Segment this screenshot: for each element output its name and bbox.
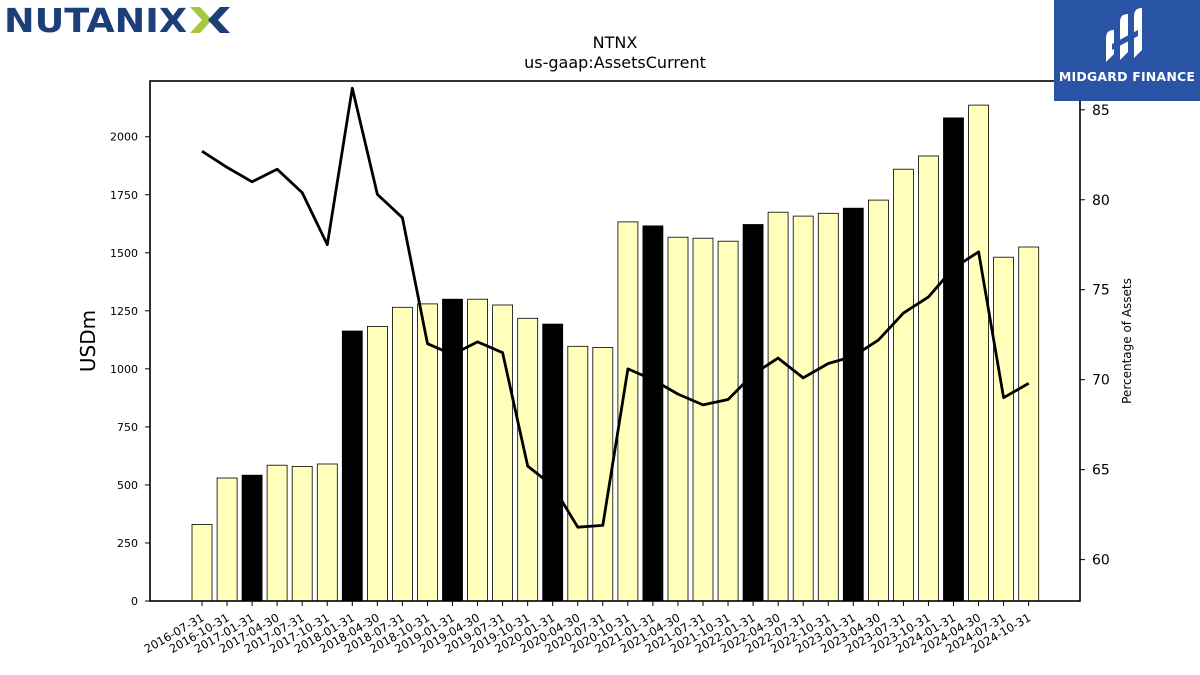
- bar-2021-01-31: [642, 225, 664, 602]
- x-axis-ticks: 2016-07-312016-10-312017-01-312017-04-30…: [142, 601, 1033, 656]
- y2-tick-label: 85: [1092, 103, 1110, 119]
- y-tick-label: 2000: [110, 131, 138, 144]
- y-tick-label: 750: [117, 421, 138, 434]
- y2-tick-label: 60: [1092, 553, 1110, 569]
- bar-2017-04-30: [266, 464, 288, 602]
- bar-2021-04-30: [667, 236, 689, 602]
- bar-2024-01-31: [943, 117, 964, 602]
- nutanix-x-icon: [190, 7, 230, 33]
- y2-tick-label: 80: [1092, 193, 1110, 209]
- y-tick-label: 1500: [110, 247, 138, 260]
- bar-2017-10-31: [316, 463, 338, 602]
- y2-tick-label: 65: [1092, 463, 1110, 479]
- nutanix-logo-text: NUTANIX: [4, 4, 187, 36]
- midgard-logo-text: MIDGARD FINANCE: [1058, 69, 1196, 84]
- bar-2017-01-31: [241, 474, 263, 602]
- bar-2018-10-31: [417, 303, 438, 602]
- y2-axis-label: Percentage of Assets: [1120, 278, 1134, 404]
- right-axis-ticks: 60 65 70 75 80 85: [1080, 103, 1110, 569]
- bar-2021-10-31: [717, 240, 739, 602]
- bar-2016-10-31: [216, 477, 238, 602]
- bar-2020-04-30: [567, 345, 589, 602]
- bar-2017-07-31: [291, 465, 313, 602]
- bar-2023-01-31: [842, 207, 864, 602]
- y-tick-label: 1000: [110, 363, 138, 376]
- y-axis-label: USDm: [76, 310, 100, 372]
- y-tick-label: 0: [131, 595, 138, 608]
- bar-2016-07-31: [191, 524, 213, 602]
- percentage-line: [201, 86, 1030, 529]
- bar-2023-07-31: [893, 168, 914, 602]
- bar-2022-07-31: [792, 215, 814, 602]
- axes: [149, 80, 1081, 602]
- bar-2022-01-31: [742, 224, 764, 602]
- bar-series: [191, 104, 1040, 602]
- midgard-finance-logo: MIDGARD FINANCE: [1054, 0, 1200, 101]
- left-axis-ticks: 0 250 500 750 1000 1250 1500 1750 2000: [110, 131, 150, 608]
- bar-2021-07-31: [692, 237, 714, 602]
- bar-2022-04-30: [767, 211, 789, 602]
- y-tick-label: 1250: [110, 305, 138, 318]
- y2-tick-label: 75: [1092, 283, 1110, 299]
- chart-title: NTNX: [593, 33, 638, 52]
- bar-2024-10-31: [1018, 246, 1040, 602]
- plot-frame: [149, 80, 1081, 602]
- bar-2024-07-31: [993, 256, 1014, 602]
- bar-2018-04-30: [366, 325, 388, 602]
- y2-tick-label: 70: [1092, 373, 1110, 389]
- bar-2023-10-31: [918, 155, 939, 602]
- y-tick-label: 250: [117, 537, 138, 550]
- bar-2023-04-30: [868, 199, 889, 602]
- midgard-mark-icon: [1106, 8, 1142, 62]
- bar-2018-07-31: [391, 306, 413, 602]
- y-tick-label: 1750: [110, 189, 138, 202]
- bar-2020-01-31: [542, 323, 564, 602]
- bar-2024-04-30: [968, 104, 989, 602]
- y-tick-label: 500: [117, 479, 138, 492]
- bar-2019-01-31: [442, 298, 463, 602]
- bar-2018-01-31: [341, 330, 363, 602]
- line-series: [201, 86, 1030, 529]
- bar-2022-10-31: [817, 212, 839, 602]
- nutanix-logo: NUTANIX: [4, 1, 230, 40]
- chart-subtitle: us-gaap:AssetsCurrent: [524, 53, 706, 72]
